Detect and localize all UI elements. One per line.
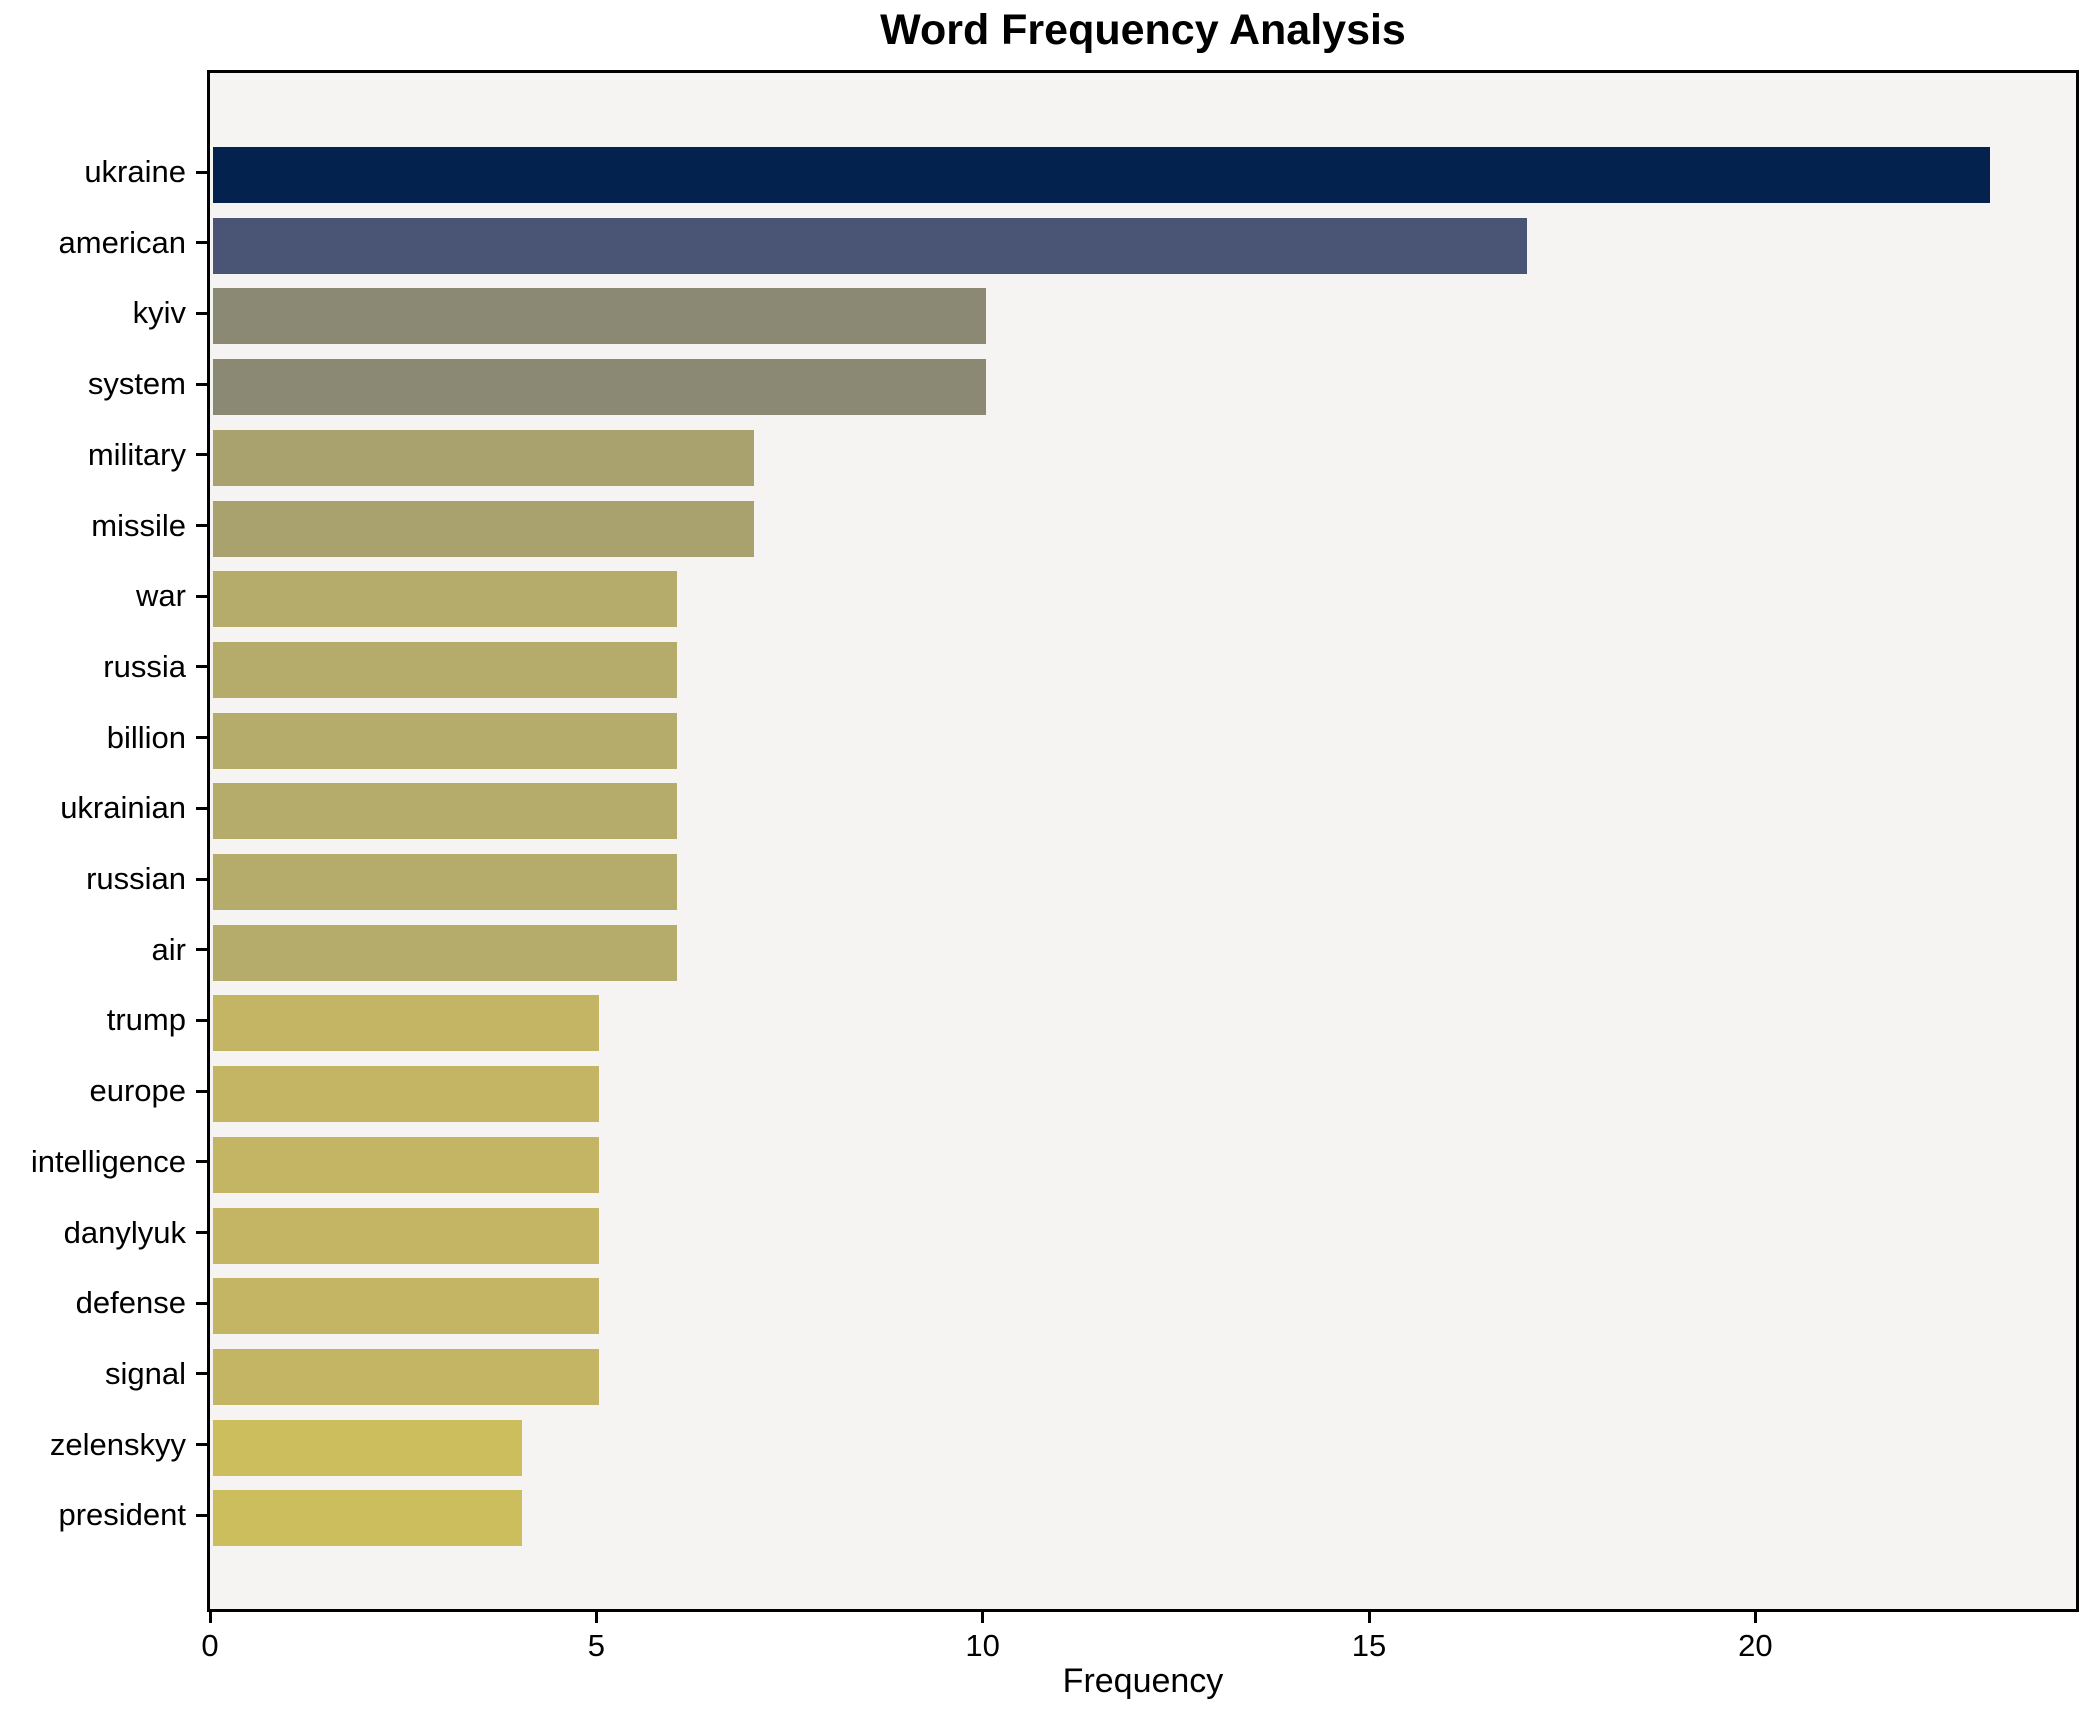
y-tick-label-military: military (87, 436, 186, 472)
bar-europe (213, 1066, 600, 1123)
x-tick-5 (594, 1612, 598, 1623)
y-tick-label-zelenskyy: zelenskyy (49, 1426, 186, 1462)
bar-russia (213, 641, 677, 698)
y-tick-russia (196, 665, 207, 669)
y-tick-danylyuk (196, 1231, 207, 1234)
y-tick-missile (196, 524, 207, 527)
y-tick-europe (196, 1089, 207, 1093)
bar-trump (213, 995, 600, 1052)
x-tick-label-20: 20 (1738, 1628, 1773, 1663)
chart-title: Word Frequency Analysis (880, 6, 1406, 54)
bar-president (213, 1490, 523, 1547)
y-tick-ukrainian (196, 806, 207, 810)
x-tick-label-15: 15 (1351, 1628, 1387, 1663)
y-tick-label-billion: billion (106, 719, 186, 755)
y-tick-label-air: air (151, 931, 186, 967)
x-tick-20 (1753, 1612, 1757, 1623)
y-tick-label-intelligence: intelligence (30, 1143, 186, 1179)
y-tick-system (196, 382, 207, 386)
y-tick-trump (196, 1018, 207, 1022)
y-tick-ukraine (196, 170, 207, 174)
y-tick-label-system: system (87, 366, 186, 402)
y-tick-signal (196, 1372, 207, 1376)
y-tick-label-defense: defense (75, 1285, 186, 1321)
x-tick-15 (1367, 1612, 1371, 1623)
y-tick-zelenskyy (196, 1443, 207, 1447)
y-tick-kyiv (196, 311, 207, 315)
y-tick-intelligence (196, 1160, 207, 1164)
y-tick-label-president: president (58, 1497, 186, 1533)
bar-system (213, 359, 986, 416)
bar-intelligence (213, 1136, 600, 1193)
y-tick-label-signal: signal (105, 1355, 186, 1391)
bar-ukrainian (213, 783, 677, 840)
y-tick-label-danylyuk: danylyuk (63, 1214, 186, 1250)
bar-ukraine (213, 147, 1991, 203)
y-tick-label-american: american (58, 224, 187, 260)
bar-zelenskyy (213, 1419, 523, 1476)
y-tick-label-russian: russian (86, 861, 186, 896)
y-tick-label-trump: trump (106, 1002, 186, 1038)
y-tick-label-ukrainian: ukrainian (60, 790, 186, 826)
bar-defense (213, 1278, 600, 1335)
bar-kyiv (213, 288, 986, 345)
x-tick-10 (981, 1612, 985, 1623)
plot-area (207, 70, 2079, 1612)
y-tick-label-russia: russia (103, 648, 186, 684)
x-tick-label-0: 0 (201, 1628, 219, 1663)
x-tick-0 (208, 1612, 212, 1623)
bar-danylyuk (213, 1207, 600, 1264)
x-tick-label-5: 5 (587, 1628, 605, 1663)
bar-signal (213, 1348, 600, 1405)
y-tick-air (196, 948, 207, 952)
y-tick-label-war: war (136, 578, 186, 614)
y-tick-defense (196, 1301, 207, 1305)
x-tick-label-10: 10 (965, 1628, 1000, 1663)
bar-russian (213, 854, 677, 910)
bar-war (213, 571, 677, 628)
y-tick-military (196, 453, 207, 457)
y-tick-billion (196, 736, 207, 740)
x-axis-label: Frequency (1062, 1662, 1224, 1700)
bar-air (213, 924, 677, 981)
bar-billion (213, 712, 677, 769)
y-tick-american (196, 241, 207, 245)
bar-missile (213, 500, 754, 557)
y-tick-label-ukraine: ukraine (84, 154, 186, 189)
bar-american (213, 217, 1527, 274)
y-tick-president (196, 1513, 207, 1517)
y-tick-label-missile: missile (91, 507, 186, 543)
bars-layer (213, 76, 2079, 1612)
y-tick-war (196, 594, 207, 598)
y-tick-label-kyiv: kyiv (132, 295, 186, 331)
y-tick-russian (196, 877, 207, 881)
y-tick-label-europe: europe (89, 1073, 186, 1109)
bar-military (213, 429, 754, 486)
